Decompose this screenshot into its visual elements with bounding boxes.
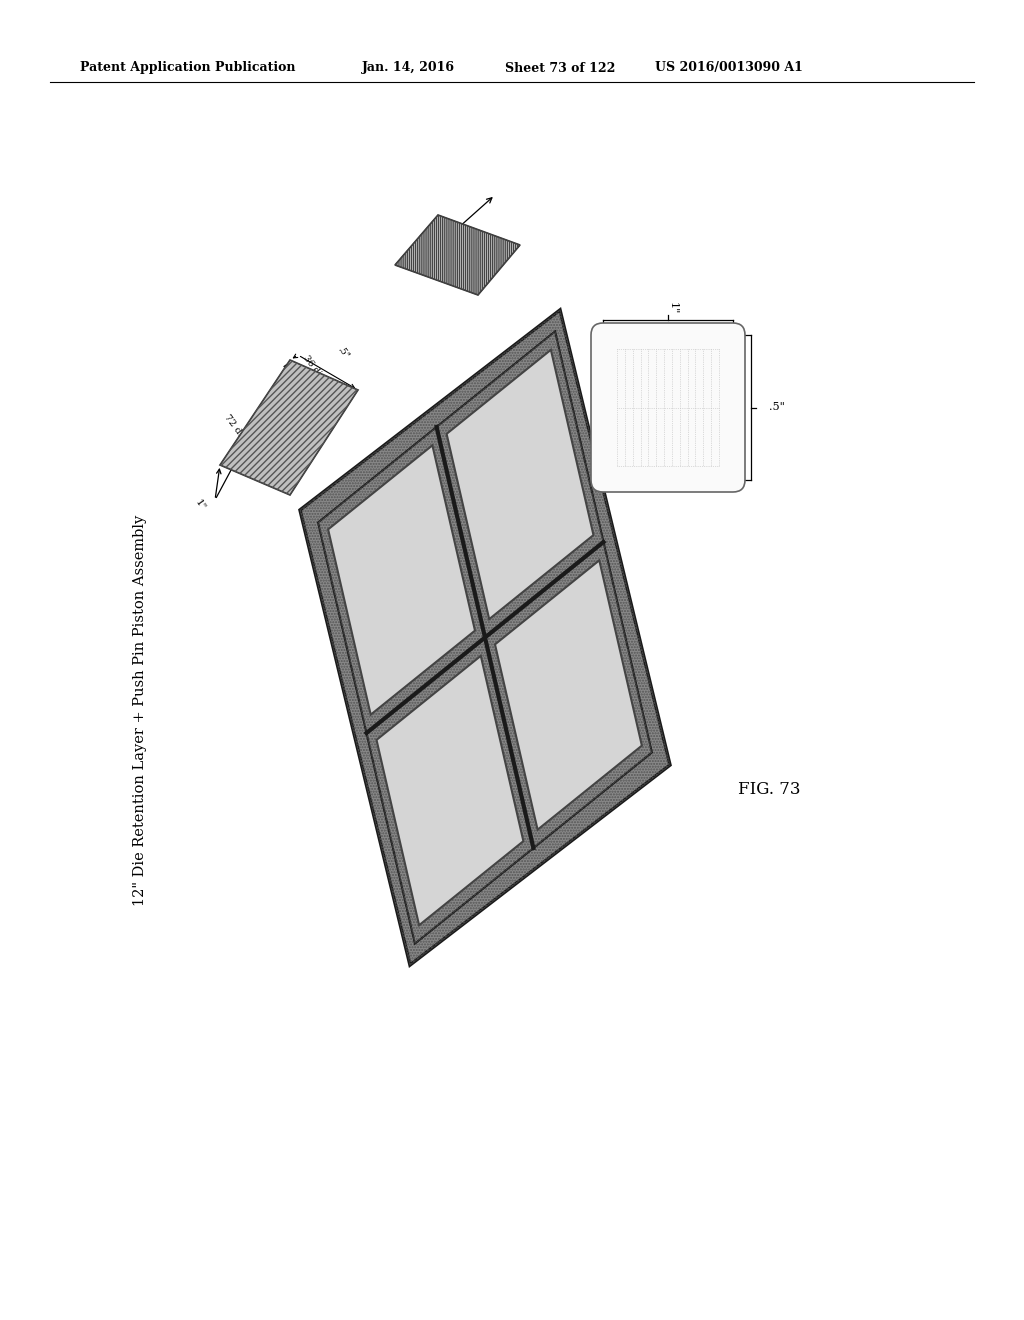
Polygon shape [395, 215, 520, 294]
Text: 12" Die Retention Layer + Push Pin Piston Assembly: 12" Die Retention Layer + Push Pin Pisto… [133, 515, 147, 906]
Polygon shape [318, 331, 652, 944]
Text: Sheet 73 of 122: Sheet 73 of 122 [505, 62, 615, 74]
Text: 1": 1" [668, 302, 678, 314]
Polygon shape [300, 310, 670, 965]
Text: .5": .5" [769, 403, 784, 412]
Text: FIG. 73: FIG. 73 [738, 781, 801, 799]
Text: US 2016/0013090 A1: US 2016/0013090 A1 [655, 62, 803, 74]
Text: .5": .5" [336, 345, 350, 360]
Text: Patent Application Publication: Patent Application Publication [80, 62, 296, 74]
Polygon shape [220, 360, 358, 495]
Text: Jan. 14, 2016: Jan. 14, 2016 [362, 62, 455, 74]
Text: 72 die: 72 die [222, 413, 248, 442]
Polygon shape [446, 350, 594, 619]
Polygon shape [328, 445, 475, 714]
Text: .5": .5" [548, 529, 567, 550]
Text: 1": 1" [194, 498, 207, 512]
Polygon shape [495, 561, 642, 830]
FancyBboxPatch shape [591, 323, 745, 492]
Text: 36 die: 36 die [301, 354, 325, 381]
Polygon shape [377, 656, 523, 925]
